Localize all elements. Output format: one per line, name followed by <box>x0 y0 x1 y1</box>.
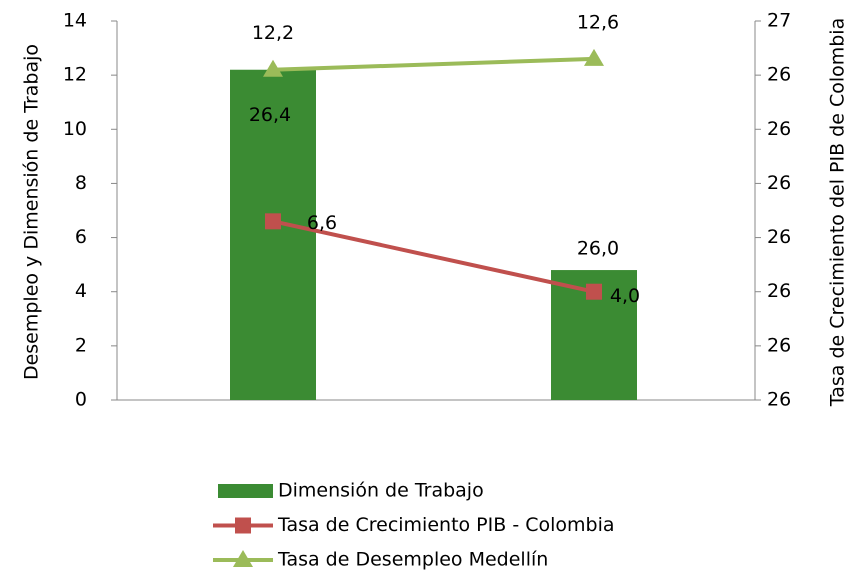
data-label: 12,2 <box>252 22 294 44</box>
y-tick-label: 14 <box>63 10 87 32</box>
data-label: 26,4 <box>249 104 291 126</box>
marker <box>584 48 604 66</box>
y2-tick-label: 26 <box>767 226 791 248</box>
y2-tick-label: 26 <box>767 280 791 302</box>
y2-tick-label: 26 <box>767 64 791 86</box>
y-axis-title: Desempleo y Dimensión de Trabajo <box>21 44 43 380</box>
legend-swatch <box>218 484 273 498</box>
line <box>272 219 595 294</box>
legend-marker <box>233 550 253 567</box>
line <box>272 56 595 72</box>
marker <box>265 213 281 230</box>
marker <box>263 59 283 77</box>
y-tick-label: 0 <box>75 389 87 411</box>
y-tick-label: 8 <box>75 172 87 194</box>
legend-marker <box>235 517 251 534</box>
y2-tick-label: 26 <box>767 334 791 356</box>
y-tick-label: 10 <box>63 118 87 140</box>
y-tick-label: 4 <box>75 280 87 302</box>
legend-label: Tasa de Crecimiento PIB - Colombia <box>277 514 615 536</box>
data-label: 26,0 <box>577 238 619 260</box>
data-label: 4,0 <box>610 285 640 307</box>
y2-tick-label: 26 <box>767 118 791 140</box>
y2-tick-label: 27 <box>767 10 791 32</box>
y-tick-label: 12 <box>63 64 87 86</box>
y2-tick-label: 26 <box>767 172 791 194</box>
data-label: 12,6 <box>577 11 619 33</box>
y-tick-label: 6 <box>75 226 87 248</box>
legend-label: Dimensión de Trabajo <box>278 480 484 502</box>
bar <box>230 69 316 400</box>
legend-label: Tasa de Desempleo Medellín <box>277 549 548 571</box>
y-tick-label: 2 <box>75 334 87 356</box>
y2-axis-title: Tasa de Crecimiento del PIB de Colombia <box>827 18 849 407</box>
marker <box>586 283 602 300</box>
y2-tick-label: 26 <box>767 389 791 411</box>
data-label: 6,6 <box>307 212 337 234</box>
